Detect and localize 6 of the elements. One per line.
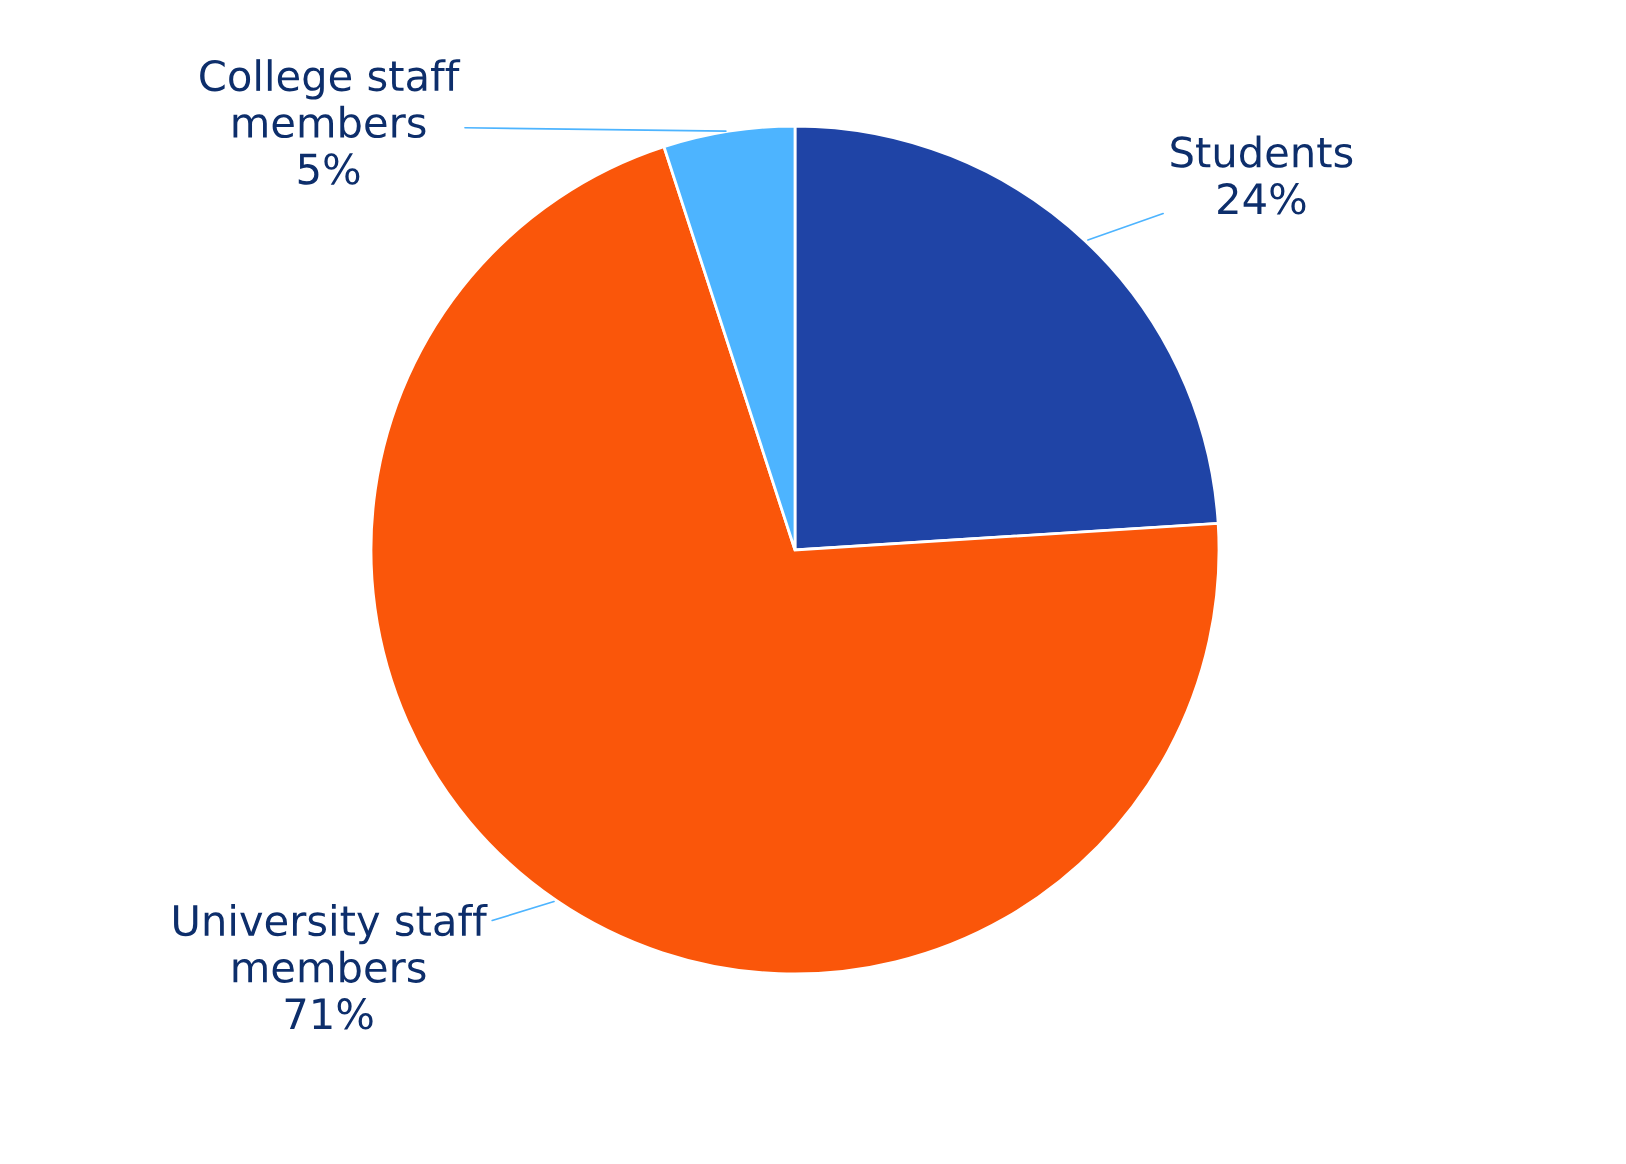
slice-label: Students — [1171, 135, 1353, 168]
data-label: 71% — [285, 998, 373, 1030]
slice-label: College staff members — [200, 59, 461, 139]
data-label: 5% — [298, 153, 360, 185]
data-label: 24% — [1218, 183, 1306, 215]
slice-label: University staff members — [174, 904, 488, 983]
